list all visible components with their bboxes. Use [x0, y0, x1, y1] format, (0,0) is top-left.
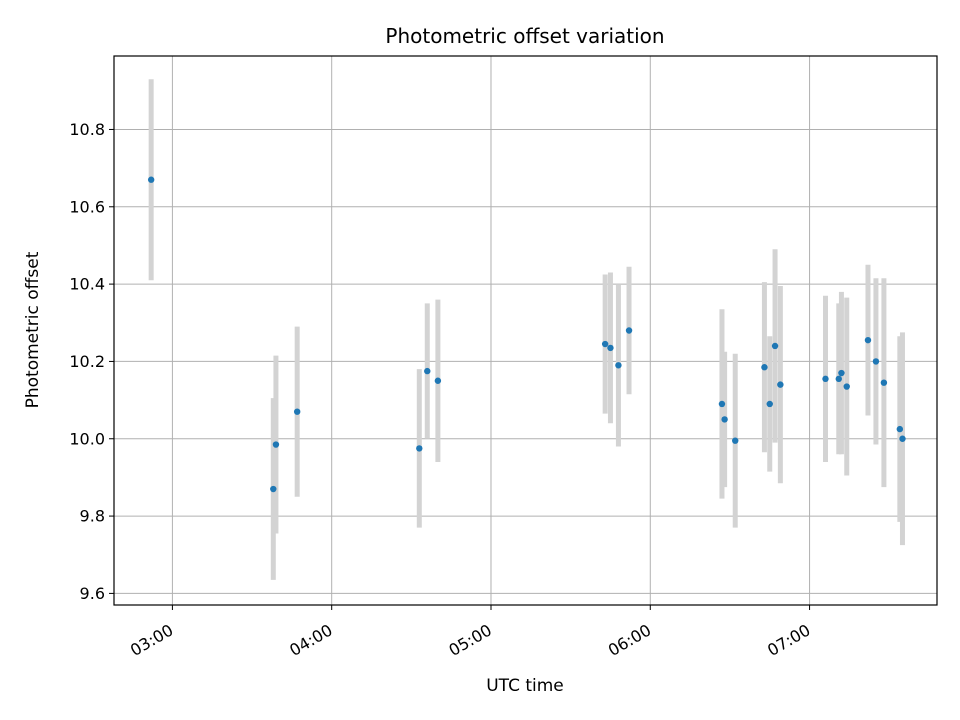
data-point — [838, 369, 845, 377]
y-tick-label: 9.6 — [80, 584, 105, 603]
data-point — [766, 400, 773, 408]
y-axis-ticks: 9.6 9.8 10.0 10.2 10.4 10.6 10.8 — [69, 120, 114, 603]
y-tick-label: 10.4 — [69, 275, 105, 294]
errorbar-group — [148, 79, 905, 580]
y-tick-label: 10.6 — [69, 197, 105, 216]
y-tick-label: 10.2 — [69, 352, 105, 371]
data-point — [270, 485, 277, 493]
data-point-group — [147, 176, 906, 493]
data-point — [761, 364, 768, 371]
x-tick-label: 06:00 — [605, 620, 654, 660]
x-axis-ticks: 03:00 04:00 05:00 06:00 07:00 — [127, 605, 814, 660]
data-point — [416, 445, 423, 452]
data-point — [625, 327, 633, 334]
data-point — [872, 358, 880, 365]
data-point — [771, 342, 779, 350]
data-point — [601, 340, 609, 348]
data-point — [607, 344, 614, 352]
x-axis-label: UTC time — [486, 676, 564, 696]
data-point — [777, 381, 784, 388]
data-point — [272, 441, 280, 448]
data-point — [896, 425, 904, 433]
data-point — [147, 176, 155, 183]
data-point — [864, 336, 872, 344]
data-point — [434, 377, 442, 384]
y-tick-label: 10.8 — [69, 120, 105, 139]
y-tick-label: 10.0 — [69, 429, 105, 448]
x-tick-label: 07:00 — [764, 620, 813, 660]
chart-title: Photometric offset variation — [385, 24, 664, 48]
data-point — [843, 383, 850, 390]
plot-frame — [113, 55, 938, 606]
data-point — [718, 400, 726, 408]
data-point — [880, 379, 888, 386]
x-tick-label: 03:00 — [127, 620, 176, 660]
data-point — [424, 367, 431, 375]
data-point — [615, 362, 622, 369]
grid-lines — [114, 56, 937, 605]
data-point — [721, 416, 728, 423]
data-point — [732, 437, 739, 444]
data-point — [293, 408, 301, 415]
data-point — [835, 375, 842, 383]
y-axis-label: Photometric offset — [23, 251, 43, 408]
x-tick-label: 04:00 — [286, 620, 335, 660]
y-tick-label: 9.8 — [80, 507, 105, 526]
data-point — [822, 375, 829, 383]
data-point — [899, 435, 906, 442]
x-tick-label: 05:00 — [446, 620, 495, 660]
